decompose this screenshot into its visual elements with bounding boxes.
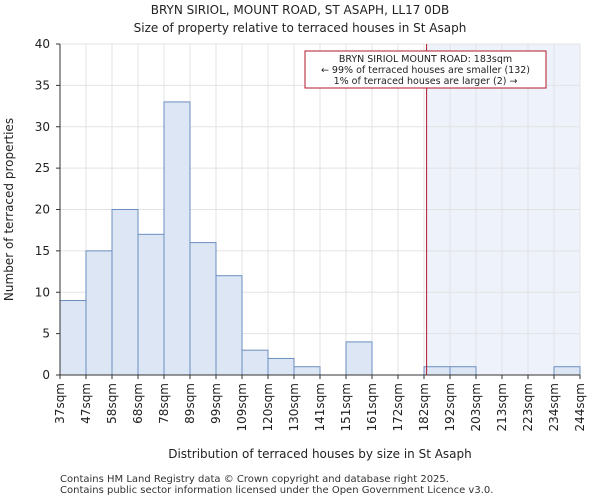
y-tick-label: 30 bbox=[35, 120, 50, 134]
x-tick-label: 120sqm bbox=[261, 383, 275, 431]
annotation-line-1: BRYN SIRIOL MOUNT ROAD: 183sqm bbox=[339, 54, 512, 65]
x-tick-label: 151sqm bbox=[339, 383, 353, 431]
x-tick-label: 223sqm bbox=[521, 383, 535, 431]
footer-copyright: Contains HM Land Registry data © Crown c… bbox=[60, 474, 449, 485]
chart-subtitle: Size of property relative to terraced ho… bbox=[133, 21, 467, 35]
histogram-chart: 0 5 10 15 20 25 30 35 40 37sqm 47sqm 58sqm 68sqm 78sq… bbox=[2, 37, 587, 461]
x-tick-label: 78sqm bbox=[157, 383, 171, 424]
x-tick-label: 37sqm bbox=[53, 383, 67, 424]
x-tick-label: 192sqm bbox=[443, 383, 457, 431]
x-tick-label: 182sqm bbox=[417, 383, 431, 431]
x-tick-label: 161sqm bbox=[365, 383, 379, 431]
bar bbox=[345, 341, 373, 376]
x-tick-label: 58sqm bbox=[105, 383, 119, 424]
bar bbox=[241, 349, 269, 376]
y-tick-label: 10 bbox=[35, 285, 50, 299]
x-tick-label: 89sqm bbox=[183, 383, 197, 424]
bar bbox=[111, 209, 139, 376]
y-tick-label: 35 bbox=[35, 78, 50, 92]
annotation-box bbox=[304, 50, 547, 89]
y-tick-label: 40 bbox=[35, 37, 50, 51]
y-tick-label: 0 bbox=[42, 368, 50, 382]
bar bbox=[553, 366, 581, 376]
bar bbox=[215, 275, 243, 376]
x-axis-title: Distribution of terraced houses by size … bbox=[168, 447, 472, 461]
annotation-line-3: 1% of terraced houses are larger (2) → bbox=[334, 76, 518, 87]
x-tick-label: 68sqm bbox=[131, 383, 145, 424]
x-tick-label: 99sqm bbox=[209, 383, 223, 424]
footer-licence: Contains public sector information licen… bbox=[60, 485, 494, 496]
bar bbox=[137, 233, 165, 376]
x-tick-label: 234sqm bbox=[547, 383, 561, 431]
x-tick-label: 47sqm bbox=[79, 383, 93, 424]
x-tick-label: 141sqm bbox=[313, 383, 327, 431]
bar bbox=[449, 366, 477, 376]
bar bbox=[85, 250, 113, 376]
y-tick-label: 20 bbox=[35, 203, 50, 217]
y-tick-label: 5 bbox=[42, 327, 50, 341]
x-tick-label: 130sqm bbox=[287, 383, 301, 431]
x-tick-label: 244sqm bbox=[573, 383, 587, 431]
bar bbox=[267, 357, 295, 376]
chart-title: BRYN SIRIOL, MOUNT ROAD, ST ASAPH, LL17 … bbox=[150, 3, 450, 17]
x-tick-label: 109sqm bbox=[235, 383, 249, 431]
x-tick-label: 203sqm bbox=[469, 383, 483, 431]
bar bbox=[189, 242, 217, 376]
annotation-line-2: ← 99% of terraced houses are smaller (13… bbox=[321, 65, 530, 76]
x-tick-label: 172sqm bbox=[391, 383, 405, 431]
x-tick-label: 213sqm bbox=[495, 383, 509, 431]
y-tick-label: 25 bbox=[35, 161, 50, 175]
y-tick-label: 15 bbox=[35, 244, 50, 258]
bar bbox=[293, 366, 321, 376]
bar bbox=[423, 366, 451, 376]
bar bbox=[59, 300, 87, 376]
bar bbox=[163, 101, 191, 376]
y-axis-title: Number of terraced properties bbox=[2, 118, 16, 301]
